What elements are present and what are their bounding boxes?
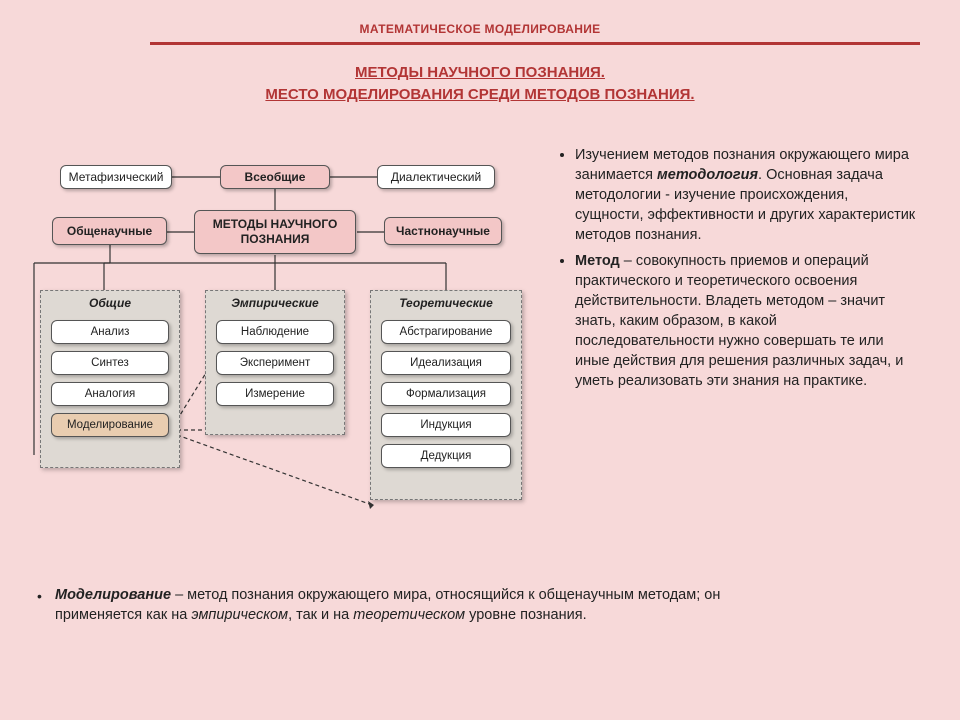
item-idealization: Идеализация <box>381 351 511 375</box>
item-deduction: Дедукция <box>381 444 511 468</box>
group-empirical-title: Эмпирические <box>206 291 344 313</box>
right-para-2: Метод – совокупность приемов и операций … <box>575 251 920 391</box>
group-theoretical-title: Теоретические <box>371 291 521 313</box>
right-text-block: Изучением методов познания окружающего м… <box>555 145 920 397</box>
node-general-scientific: Общенаучные <box>52 217 167 245</box>
title-line-1: МЕТОДЫ НАУЧНОГО ПОЗНАНИЯ. <box>355 64 605 81</box>
group-theoretical: Теоретические Абстрагирование Идеализаци… <box>370 290 522 500</box>
node-metaphysical: Метафизический <box>60 165 172 189</box>
item-analysis: Анализ <box>51 320 169 344</box>
item-abstraction: Абстрагирование <box>381 320 511 344</box>
header-rule <box>150 42 920 45</box>
title-line-2: МЕСТО МОДЕЛИРОВАНИЯ СРЕДИ МЕТОДОВ ПОЗНАН… <box>265 86 694 103</box>
item-observation: Наблюдение <box>216 320 334 344</box>
header-supertitle: МАТЕМАТИЧЕСКОЕ МОДЕЛИРОВАНИЕ <box>0 22 960 36</box>
item-modeling: Моделирование <box>51 413 169 437</box>
bottom-text-block: • Моделирование – метод познания окружаю… <box>55 585 760 626</box>
item-synthesis: Синтез <box>51 351 169 375</box>
item-induction: Индукция <box>381 413 511 437</box>
diagram-area: Метафизический Всеобщие Диалектический О… <box>22 155 532 535</box>
item-experiment: Эксперимент <box>216 351 334 375</box>
item-measurement: Измерение <box>216 382 334 406</box>
node-specific-scientific: Частнонаучные <box>384 217 502 245</box>
page-title: МЕТОДЫ НАУЧНОГО ПОЗНАНИЯ. МЕСТО МОДЕЛИРО… <box>0 62 960 106</box>
group-general: Общие Анализ Синтез Аналогия Моделирован… <box>40 290 180 468</box>
group-empirical: Эмпирические Наблюдение Эксперимент Изме… <box>205 290 345 435</box>
group-general-title: Общие <box>41 291 179 313</box>
node-universal: Всеобщие <box>220 165 330 189</box>
node-dialectical: Диалектический <box>377 165 495 189</box>
item-analogy: Аналогия <box>51 382 169 406</box>
node-center-methods: МЕТОДЫ НАУЧНОГО ПОЗНАНИЯ <box>194 210 356 254</box>
item-formalization: Формализация <box>381 382 511 406</box>
bullet-icon: • <box>37 587 42 607</box>
right-para-1: Изучением методов познания окружающего м… <box>575 145 920 245</box>
